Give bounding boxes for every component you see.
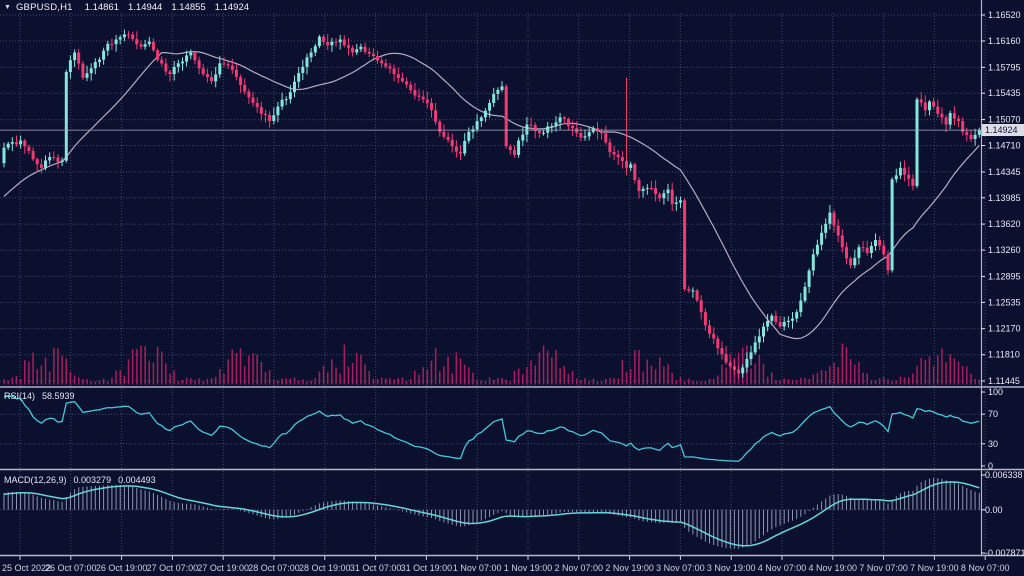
rsi-line [3,395,980,462]
close-value: 1.14924 [214,2,250,13]
rsi-name: RSI(14) [4,391,36,401]
grid-vertical-lines [19,13,986,555]
chart-header: ▼ GBPUSD,H1 1.14861 1.14944 1.14855 1.14… [4,2,258,13]
macd-signal-line [3,481,980,547]
price-axis-label: 1.14710 [988,141,1021,151]
rsi-indicator-label: RSI(14) 58.5939 [4,391,82,402]
price-axis[interactable]: 1.16520 1.16160 1.15795 1.15435 1.15070 1.147… [981,10,1024,558]
time-axis-label: 7 Nov 19:00 [910,563,959,573]
time-axis-label: 4 Nov 19:00 [809,563,858,573]
price-axis-label: 1.16160 [988,36,1021,46]
rsi-axis-label: 0 [988,461,993,471]
time-axis-label: 26 Oct 07:00 [45,563,97,573]
time-axis-label: 28 Oct 07:00 [248,563,300,573]
time-axis-label: 2 Nov 07:00 [555,563,604,573]
rsi-axis-label: 100 [988,387,1003,397]
price-axis-label: 1.16520 [988,10,1021,20]
panel-borders [0,0,1024,557]
time-axis-label: 1 Nov 19:00 [504,563,553,573]
time-axis-label: 8 Nov 07:00 [961,563,1010,573]
macd-axis-label: -0.007871 [985,548,1024,558]
price-axis-label: 1.15795 [988,62,1021,72]
time-axis-label: 28 Oct 19:00 [299,563,351,573]
current-price-tag: 1.14924 [982,124,1024,136]
time-axis-label: 31 Oct 07:00 [350,563,402,573]
macd-main-value: 0.003279 [73,475,112,485]
rsi-axis-label: 70 [988,409,998,419]
macd-axis-label: 0.006338 [985,470,1023,480]
time-axis-label: 7 Nov 07:00 [859,563,908,573]
price-axis-label: 1.13260 [988,245,1021,255]
time-axis-label: 27 Oct 07:00 [147,563,199,573]
price-axis-label: 1.11445 [988,376,1020,386]
time-axis-label: 2 Nov 19:00 [605,563,654,573]
low-value: 1.14855 [171,2,206,13]
price-axis-label: 1.12535 [988,297,1021,307]
time-axis-label: 4 Nov 07:00 [758,563,807,573]
high-value: 1.14944 [128,2,163,13]
time-axis-label: 27 Oct 19:00 [197,563,249,573]
rsi-axis-label: 30 [988,439,998,449]
symbol-timeframe-label: GBPUSD,H1 [15,2,73,13]
grid-horizontal-lines [0,14,981,511]
macd-indicator-label: MACD(12,26,9) 0.003279 0.004493 [4,475,163,486]
macd-signal-value: 0.004493 [118,475,156,485]
price-axis-label: 1.15070 [988,115,1021,125]
time-axis-label: 1 Nov 07:00 [453,563,502,573]
candles [2,29,981,378]
volume-bars [3,343,980,385]
price-axis-label: 1.11810 [988,350,1020,360]
macd-axis-label: 0.00 [985,505,1003,515]
time-axis-label: 3 Nov 07:00 [656,563,705,573]
moving-average-line [3,50,980,340]
symbol-menu-icon[interactable]: ▼ [4,4,11,11]
time-axis-label: 26 Oct 19:00 [96,563,148,573]
rsi-value: 58.5939 [42,391,75,401]
time-axis-label: 3 Nov 19:00 [707,563,756,573]
price-axis-label: 1.13620 [988,219,1021,229]
open-value: 1.14861 [84,2,119,13]
price-axis-label: 1.14345 [988,167,1021,177]
price-axis-label: 1.15435 [988,88,1021,98]
time-axis-label: 31 Oct 19:00 [401,563,453,573]
time-axis-label: 25 Oct 2022 [2,563,51,573]
price-axis-label: 1.12895 [988,271,1021,281]
price-axis-label: 1.12170 [988,324,1021,334]
price-axis-label: 1.13985 [988,193,1021,203]
macd-name: MACD(12,26,9) [4,475,67,485]
